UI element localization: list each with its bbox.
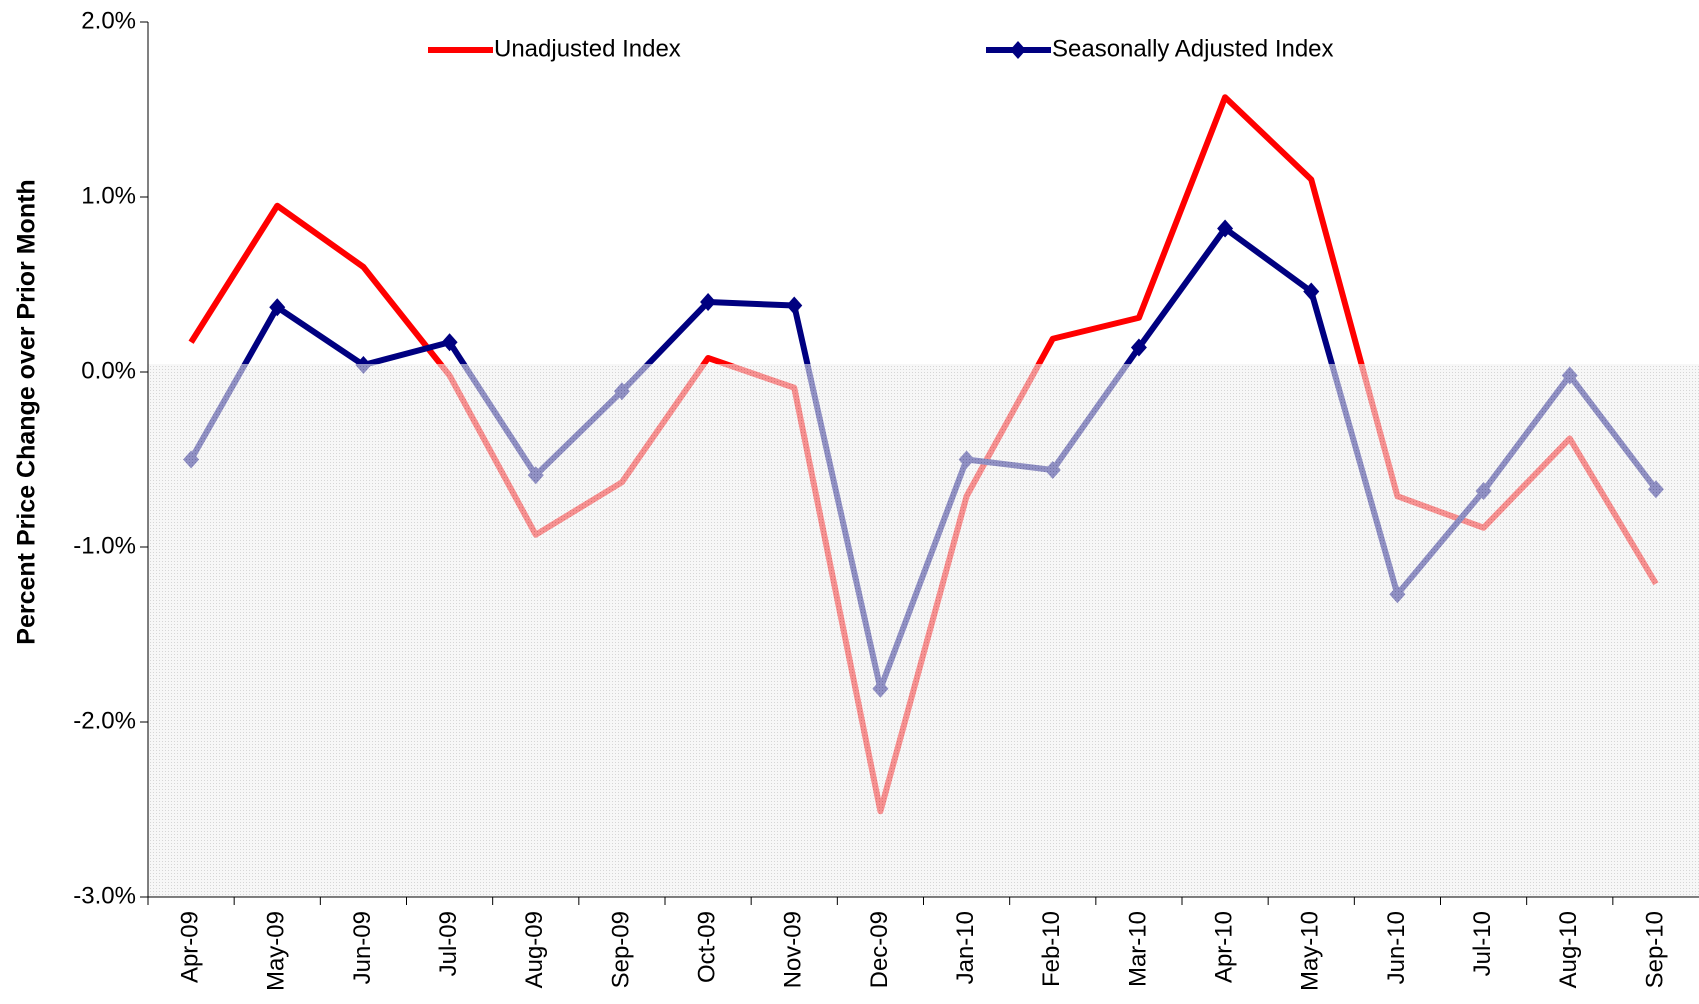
x-tick-label: Feb-10 — [1038, 911, 1065, 987]
legend-label: Seasonally Adjusted Index — [1052, 35, 1334, 62]
y-tick-label: -2.0% — [73, 707, 136, 734]
x-tick-label: Jul-09 — [435, 911, 462, 976]
x-tick-label: Aug-10 — [1555, 911, 1582, 988]
series-marker — [786, 296, 803, 315]
y-tick-label: -1.0% — [73, 532, 136, 559]
series-marker — [1130, 338, 1147, 357]
series-marker — [1303, 282, 1320, 301]
x-tick-label: May-09 — [263, 911, 290, 991]
y-tick-label: -3.0% — [73, 882, 136, 909]
x-tick-label: Apr-09 — [176, 911, 203, 983]
x-tick-label: Jan-10 — [952, 911, 979, 984]
y-tick-label: 1.0% — [81, 182, 136, 209]
x-tick-label: Jun-09 — [349, 911, 376, 984]
x-tick-label: Nov-09 — [780, 911, 807, 988]
y-axis-label: Percent Price Change over Prior Month — [13, 179, 41, 644]
y-tick-label: 2.0% — [81, 7, 136, 34]
series-marker — [700, 293, 717, 311]
x-tick-label: Sep-10 — [1641, 911, 1668, 988]
legend-marker — [1010, 41, 1026, 59]
x-tick-label: Aug-09 — [521, 911, 548, 988]
series-marker — [269, 298, 286, 317]
x-tick-label: May-10 — [1297, 911, 1324, 991]
x-tick-label: Dec-09 — [866, 911, 893, 988]
x-tick-label: Apr-10 — [1210, 911, 1237, 983]
x-tick-label: Oct-09 — [693, 911, 720, 983]
y-tick-label: 0.0% — [81, 357, 136, 384]
series-marker — [1217, 219, 1234, 238]
shaded-area — [148, 364, 1699, 897]
x-tick-label: Jul-10 — [1469, 911, 1496, 976]
legend-label: Unadjusted Index — [494, 35, 681, 62]
x-tick-label: Mar-10 — [1124, 911, 1151, 987]
x-tick-label: Sep-09 — [607, 911, 634, 988]
x-tick-label: Jun-10 — [1383, 911, 1410, 984]
series-marker — [441, 333, 458, 352]
